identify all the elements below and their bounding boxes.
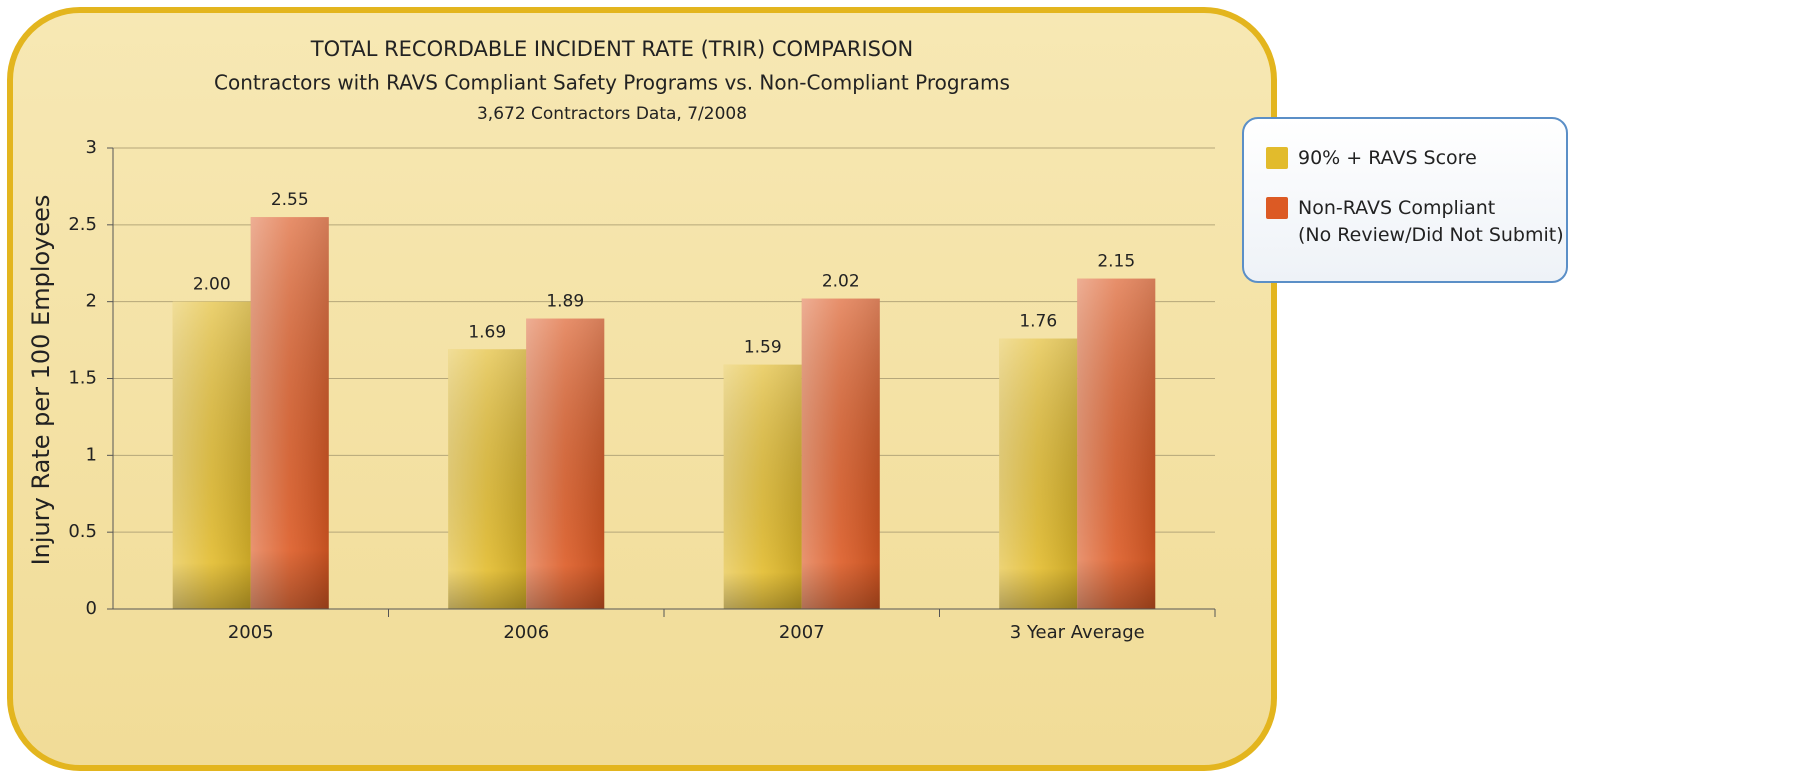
legend-label: 90% + RAVS Score — [1298, 147, 1477, 169]
legend-swatch — [1266, 147, 1288, 169]
data-label: 1.69 — [468, 322, 506, 342]
legend-item: 90% + RAVS Score — [1266, 145, 1566, 173]
bar-shade — [526, 318, 605, 609]
bar-shade — [999, 338, 1078, 609]
data-label: 2.15 — [1097, 252, 1135, 272]
bar-shade — [801, 298, 880, 609]
legend: 90% + RAVS Score Non-RAVS Compliant (No R… — [1242, 117, 1568, 283]
bar-shade — [250, 217, 329, 609]
bar-shade — [1077, 278, 1156, 609]
data-label: 2.02 — [822, 272, 860, 292]
legend-label: Non-RAVS Compliant (No Review/Did Not Su… — [1298, 196, 1564, 247]
chart-note: 3,672 Contractors Data, 7/2008 — [477, 104, 747, 124]
data-label: 1.89 — [546, 292, 584, 312]
x-tick-label: 3 Year Average — [1010, 622, 1145, 643]
y-tick-label: 0 — [86, 598, 97, 619]
y-tick-label: 3 — [86, 137, 97, 158]
y-tick-label: 2 — [86, 291, 97, 312]
chart-title: TOTAL RECORDABLE INCIDENT RATE (TRIR) CO… — [310, 37, 913, 61]
y-tick-label: 1 — [86, 444, 97, 465]
x-tick-label: 2007 — [779, 622, 825, 643]
legend-swatch — [1266, 196, 1288, 219]
legend-item: Non-RAVS Compliant (No Review/Did Not Su… — [1266, 195, 1566, 250]
x-tick-label: 2006 — [503, 622, 549, 643]
y-tick-label: 1.5 — [68, 368, 97, 389]
chart-subtitle: Contractors with RAVS Compliant Safety P… — [214, 71, 1010, 95]
data-label: 2.00 — [193, 275, 231, 295]
bar-shade — [448, 349, 527, 609]
x-tick-label: 2005 — [228, 622, 274, 643]
bar-shade — [172, 301, 251, 609]
data-label: 1.59 — [744, 338, 782, 358]
data-label: 2.55 — [271, 190, 309, 210]
bar-shade — [723, 364, 802, 609]
data-label: 1.76 — [1019, 312, 1057, 332]
y-axis-label: Injury Rate per 100 Employees — [27, 195, 55, 566]
y-tick-label: 0.5 — [68, 521, 97, 542]
y-tick-label: 2.5 — [68, 214, 97, 235]
